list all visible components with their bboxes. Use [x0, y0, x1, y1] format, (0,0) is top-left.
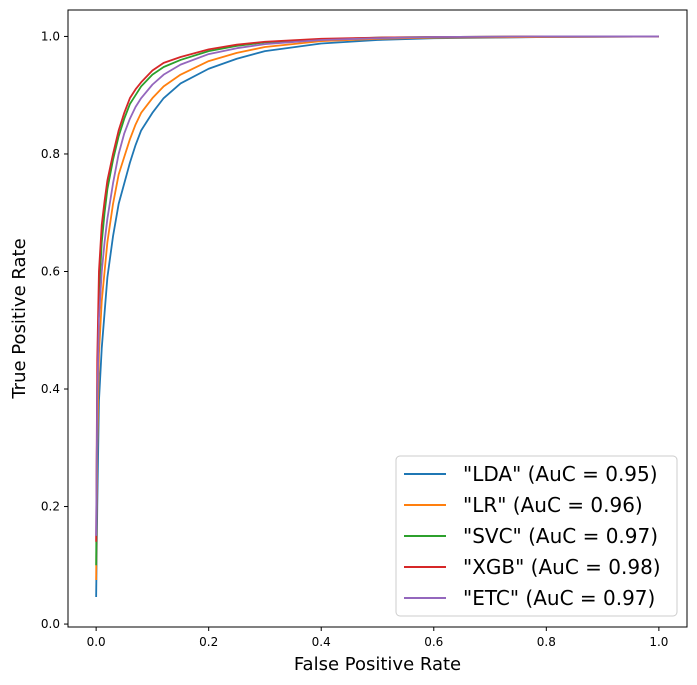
x-tick-label: 0.4 [312, 635, 331, 649]
y-tick-label: 0.6 [41, 264, 60, 278]
legend-label: "SVC" (AuC = 0.97) [463, 524, 658, 548]
plot-frame [67, 9, 688, 628]
x-tick-label: 0.8 [537, 635, 556, 649]
x-tick-label: 1.0 [649, 635, 668, 649]
y-tick-label: 0.8 [41, 147, 60, 161]
legend-label: "XGB" (AuC = 0.98) [463, 555, 661, 579]
series-layer [95, 35, 659, 598]
y-tick-label: 1.0 [41, 29, 60, 43]
series-line-3 [95, 35, 659, 542]
y-axis-label: True Positive Rate [9, 238, 30, 399]
legend: "LDA" (AuC = 0.95) "LR" (AuC = 0.96) "SVC"… [395, 455, 678, 617]
series-line-1 [95, 35, 659, 580]
x-axis-label: False Positive Rate [294, 654, 461, 675]
series-line-0 [95, 35, 659, 598]
legend-label: "LDA" (AuC = 0.95) [463, 462, 658, 486]
y-tick-label: 0.2 [41, 500, 60, 514]
x-tick-label: 0.6 [424, 635, 443, 649]
legend-label: "LR" (AuC = 0.96) [463, 493, 643, 517]
y-tick-label: 0.0 [41, 617, 60, 631]
x-tick-label: 0.2 [199, 635, 218, 649]
ticks-layer: 0.0 0.2 0.4 0.6 0.8 1.0 0.0 0.2 0.4 0.6 0.8 1.0 [41, 29, 669, 649]
legend-label: "ETC" (AuC = 0.97) [463, 586, 655, 610]
legend-box [395, 455, 678, 617]
x-tick-label: 0.0 [87, 635, 106, 649]
series-line-4 [95, 35, 659, 536]
y-tick-label: 0.4 [41, 382, 60, 396]
